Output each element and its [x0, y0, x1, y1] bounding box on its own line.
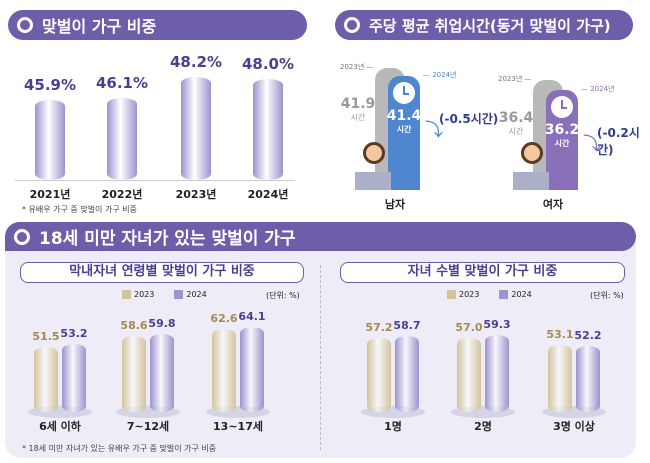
- bar-2023: [122, 335, 146, 412]
- year-current-label: — 2024년: [423, 71, 457, 79]
- section-title: 주당 평균 취업시간(동거 맞벌이 가구): [369, 16, 611, 35]
- legend-item-2024: 2024: [499, 290, 532, 299]
- category-label: 1명: [384, 420, 402, 433]
- legend-left: 2023 2024: [122, 290, 207, 299]
- bar-2023: [548, 344, 572, 412]
- baseline: [15, 180, 295, 181]
- value-label: 46.1%: [95, 74, 149, 92]
- current-value: 36.2: [544, 122, 580, 138]
- section-title: 맞벌이 가구 비중: [42, 17, 157, 36]
- unit-label: (단위: %): [590, 291, 624, 300]
- clock-hand: [561, 100, 563, 108]
- value-label: 53.2: [60, 327, 88, 341]
- year-prev-label: 2023년 —: [340, 63, 374, 71]
- bar: [253, 79, 283, 180]
- value-label: 48.0%: [241, 55, 295, 73]
- right-chart-title: 자녀 수별 맞벌이 가구 비중: [340, 262, 625, 283]
- clock-hand: [561, 107, 567, 109]
- current-value: 41.4: [386, 108, 422, 124]
- value-label: 64.1: [238, 310, 266, 324]
- year-current-label: — 2024년: [581, 85, 615, 93]
- value-label: 48.2%: [169, 53, 223, 71]
- legend-item-2024: 2024: [174, 290, 207, 299]
- down-arrow-icon: ⤵: [583, 134, 601, 155]
- unit-label: (단위: %): [266, 291, 300, 300]
- clock-icon: [551, 96, 573, 118]
- worker-icon: [521, 142, 543, 164]
- footnote: * 유배우 가구 중 맞벌이 가구 비중: [22, 205, 137, 214]
- bar: [181, 77, 211, 180]
- value-label: 58.6: [120, 318, 148, 332]
- category-label: 2023년: [175, 188, 217, 201]
- value-label: 51.5: [32, 330, 60, 344]
- clock-hand: [403, 86, 405, 94]
- current-unit: 시간: [554, 139, 570, 148]
- bar-2024: [485, 334, 509, 412]
- category-label: 6세 이하: [39, 420, 81, 433]
- group-label: 여자: [542, 198, 564, 211]
- divider: [320, 265, 321, 450]
- circle-icon: [344, 17, 360, 33]
- category-label: 3명 이상: [553, 420, 595, 433]
- bar-2023: [457, 338, 481, 412]
- value-label: 59.3: [483, 317, 511, 331]
- desk: [355, 172, 391, 190]
- section-title: 18세 미만 자녀가 있는 맞벌이 가구: [39, 229, 296, 249]
- prev-value: 41.9: [340, 96, 376, 112]
- circle-icon: [14, 229, 30, 245]
- bar-2024: [576, 346, 600, 412]
- bar-2024: [240, 327, 264, 412]
- clock-icon: [393, 82, 415, 104]
- prev-unit: 시간: [350, 113, 366, 122]
- clock-hand: [403, 93, 409, 95]
- header-children: 18세 미만 자녀가 있는 맞벌이 가구: [5, 222, 636, 251]
- value-label: 59.8: [148, 316, 176, 330]
- group-label: 남자: [384, 198, 406, 211]
- year-prev-label: 2023년 —: [498, 75, 532, 83]
- bar-2024: [62, 344, 86, 412]
- bar-2023: [367, 338, 391, 412]
- change-label: (-0.2시간): [597, 126, 640, 157]
- current-unit: 시간: [396, 125, 412, 134]
- value-label: 52.2: [574, 329, 602, 343]
- worker-icon: [363, 142, 385, 164]
- bar-2023: [34, 347, 58, 412]
- bar: [35, 100, 65, 180]
- category-label: 13~17세: [213, 420, 263, 433]
- footnote: * 18세 미만 자녀가 있는 유배우 가구 중 맞벌이 가구 비중: [22, 444, 217, 453]
- left-chart-title: 막내자녀 연령별 맞벌이 가구 비중: [20, 262, 304, 283]
- bar: [107, 98, 137, 180]
- bar-2024: [395, 335, 419, 412]
- header-dual-income-ratio: 맞벌이 가구 비중: [8, 10, 307, 40]
- category-label: 7~12세: [126, 420, 170, 433]
- value-label: 53.1: [546, 327, 574, 341]
- value-label: 58.7: [393, 318, 421, 332]
- down-arrow-icon: ⤵: [425, 120, 443, 141]
- category-label: 2022년: [101, 188, 143, 201]
- value-label: 45.9%: [23, 76, 77, 94]
- value-label: 57.2: [365, 321, 393, 335]
- category-label: 2명: [474, 420, 492, 433]
- legend-item-2023: 2023: [447, 290, 479, 299]
- legend-right: 2023 2024: [447, 290, 532, 299]
- bar-2024: [150, 333, 174, 412]
- change-label: (-0.5시간): [439, 112, 499, 126]
- legend-item-2023: 2023: [122, 290, 154, 299]
- value-label: 62.6: [210, 312, 238, 326]
- prev-value: 36.4: [498, 110, 534, 126]
- bar-2023: [212, 329, 236, 412]
- category-label: 2024년: [247, 188, 289, 201]
- desk: [513, 172, 549, 190]
- prev-unit: 시간: [508, 127, 524, 136]
- category-label: 2021년: [29, 188, 71, 201]
- circle-icon: [17, 17, 33, 33]
- value-label: 57.0: [455, 321, 483, 335]
- header-weekly-hours: 주당 평균 취업시간(동거 맞벌이 가구): [335, 10, 633, 40]
